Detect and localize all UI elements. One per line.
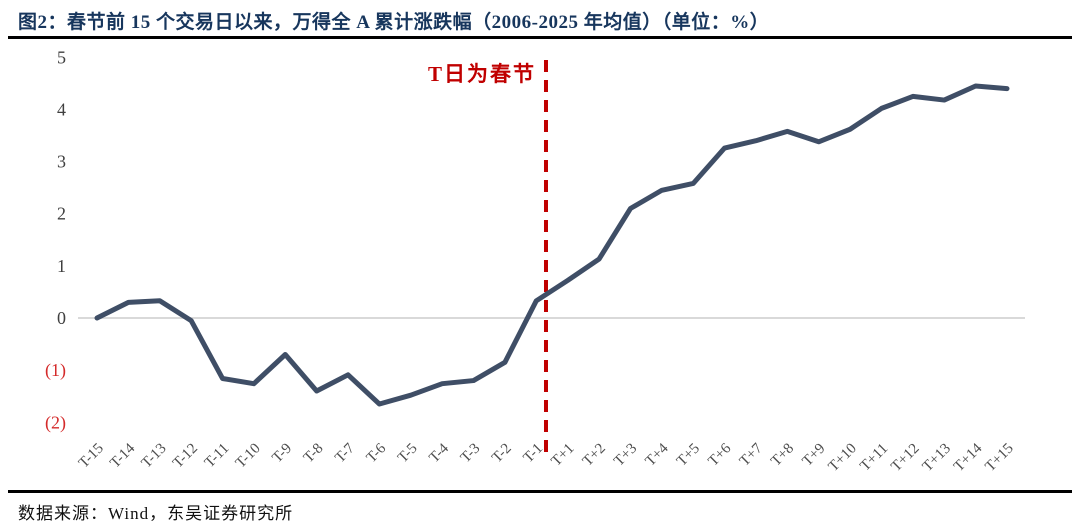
x-tick-label: T-10 <box>233 441 264 472</box>
x-tick-label: T+4 <box>643 440 672 469</box>
x-tick-label: T-2 <box>489 441 515 467</box>
x-tick-label: T-9 <box>269 441 295 467</box>
x-tick-label: T-5 <box>395 441 421 467</box>
x-tick-label: T-3 <box>458 441 484 467</box>
x-tick-label: T+13 <box>920 441 954 475</box>
x-tick-label: T+9 <box>799 441 828 470</box>
data-source-text: 数据来源：Wind，东吴证券研究所 <box>18 504 294 523</box>
x-tick-label: T+15 <box>982 441 1016 475</box>
y-tick-label: (1) <box>45 360 66 381</box>
footer-divider-rule <box>8 490 1072 493</box>
x-tick-label: T+8 <box>768 441 797 470</box>
x-tick-label: T+12 <box>888 441 922 475</box>
figure-title: 图2：春节前 15 个交易日以来，万得全 A 累计涨跌幅（2006-2025 年… <box>18 12 770 33</box>
y-tick-label: 3 <box>57 152 66 172</box>
x-tick-label: T-6 <box>364 440 390 466</box>
y-tick-label: 1 <box>57 256 66 276</box>
title-divider-rule <box>8 36 1072 39</box>
x-tick-label: T+5 <box>674 441 703 470</box>
x-tick-label: T-11 <box>202 441 233 472</box>
y-tick-label: 4 <box>57 99 66 119</box>
x-tick-label: T+1 <box>548 441 577 470</box>
x-tick-label: T-14 <box>107 440 138 471</box>
x-tick-label: T+2 <box>580 441 609 470</box>
series-line <box>94 83 1010 407</box>
x-tick-label: T-13 <box>139 441 170 472</box>
x-tick-label: T-15 <box>76 441 107 472</box>
y-tick-label: 0 <box>57 308 66 328</box>
y-tick-label: 5 <box>57 47 66 67</box>
x-tick-label: T-8 <box>301 441 327 467</box>
x-tick-label: T-1 <box>520 441 546 467</box>
x-tick-label: T-4 <box>426 440 452 466</box>
x-tick-label: T+6 <box>705 440 734 469</box>
x-tick-label: T+14 <box>951 440 986 475</box>
x-tick-label: T+11 <box>857 441 891 475</box>
x-tick-label: T-7 <box>332 440 358 466</box>
x-tick-label: T+7 <box>737 440 766 469</box>
x-tick-label: T+10 <box>826 441 860 475</box>
x-tick-label: T-12 <box>170 441 201 472</box>
x-tick-label: T+3 <box>611 441 640 470</box>
cny-annotation-label: T日为春节 <box>427 62 536 86</box>
y-tick-label: (2) <box>45 412 66 433</box>
y-tick-label: 2 <box>57 204 66 224</box>
